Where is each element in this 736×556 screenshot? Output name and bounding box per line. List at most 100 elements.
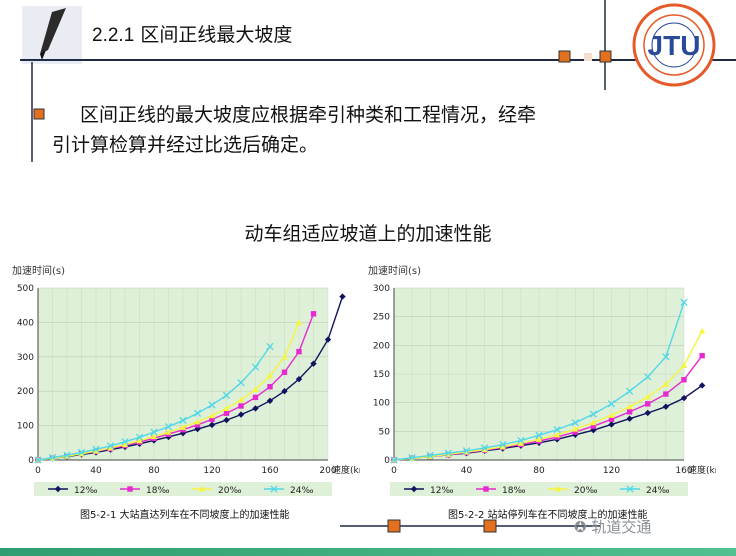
chart-1-ylabel: 加速时间(s) xyxy=(12,264,65,277)
chart-2-ytick-label: 250 xyxy=(373,313,390,323)
chart-2-series-2-point xyxy=(608,412,615,418)
chart-1-series-3-point xyxy=(77,448,86,457)
chart-1-series-2-point xyxy=(266,372,274,379)
chart-2-series-0-point xyxy=(608,421,615,428)
chart-1-series-3-point xyxy=(121,438,129,446)
chart-1-series-3-point xyxy=(63,451,71,459)
chart-1-ytick-label: 500 xyxy=(17,284,34,294)
chart-2-series-3-point xyxy=(680,298,688,306)
left-rule xyxy=(31,62,45,162)
chart-2-series-3-point xyxy=(644,373,652,381)
chart-1-series-1-point xyxy=(209,416,215,423)
chart-2-series-3-point xyxy=(462,447,471,455)
chart-1-series-2-point xyxy=(107,444,114,451)
title-orange-square-1 xyxy=(558,50,571,63)
chart-2-series-2-point xyxy=(499,443,506,450)
body-line-1: 区间正线的最大坡度应根据牵引种类和工程情况，经牵 xyxy=(80,104,537,126)
chart-1-series-2-point xyxy=(237,396,245,403)
chart-1-series-3-point xyxy=(251,363,260,371)
chart-2-series-0-point xyxy=(644,409,651,417)
chart-1-legend-marker xyxy=(270,485,278,493)
title-bar: JTU xyxy=(20,0,736,90)
chart-1-series-0-point xyxy=(324,336,332,343)
watermark-text: 轨道交通 xyxy=(591,518,652,536)
chart-2-series-0-point xyxy=(626,415,633,422)
chart-1-series-0-point xyxy=(281,388,288,395)
chart-2-ytick-label: 200 xyxy=(373,341,390,351)
chart-1-series-0-point xyxy=(208,421,216,429)
chart-2-series-1-point xyxy=(681,377,687,383)
chart-1-series-3-point xyxy=(164,422,173,431)
chart-2-series-2-point xyxy=(644,393,651,400)
pen-icon xyxy=(22,6,82,64)
chart-1-ytick-label: 400 xyxy=(17,318,34,328)
chart-1-series-2-point xyxy=(121,441,129,448)
chart-1-series-2-point xyxy=(281,353,288,360)
chart-1-series-2-point xyxy=(252,386,259,393)
chart-2-xlabel: 速度(km/h) xyxy=(688,464,716,476)
chart-1-xtick-label: 160 xyxy=(261,466,278,476)
chart-1-series-1-point xyxy=(194,422,201,428)
chart-1-xtick-label: 40 xyxy=(90,466,102,476)
chart-1-ytick-label: 300 xyxy=(17,353,34,363)
chart-1-series-1-point xyxy=(252,394,259,401)
chart-1-legend-label: 18‰ xyxy=(146,486,170,496)
chart-1-caption: 图5-2-1 大站直达列车在不同坡度上的加速性能 xyxy=(80,510,290,521)
chart-2-series-1-point xyxy=(699,352,705,359)
chart-1-xtick-label: 200 xyxy=(319,466,336,476)
chart-1-xtick-label: 0 xyxy=(35,466,41,476)
chart-1-series-3-point xyxy=(237,378,245,387)
chart-1-series-1-point xyxy=(238,403,244,409)
chart-1-series-2-point xyxy=(295,319,303,325)
chart-2-ytick-label: 300 xyxy=(373,284,390,294)
chart-2-xtick-label: 80 xyxy=(533,466,545,476)
chart-2-series-3-point xyxy=(607,400,616,408)
chart-2-legend-label: 24‰ xyxy=(646,486,670,496)
chart-1-series-2-point xyxy=(136,437,143,444)
chart-2-series-1-point xyxy=(608,416,615,422)
chart-2-series-3-point xyxy=(444,449,453,457)
chart-2-series-2-line xyxy=(393,330,703,461)
bullet-square xyxy=(33,108,45,120)
chart-2-series-0-point xyxy=(698,382,706,389)
chart-1-series-3-point xyxy=(150,428,158,436)
chart-2-xtick-label: 120 xyxy=(603,466,620,476)
chart-2-series-2-point xyxy=(698,327,706,334)
chart-2-legend-marker xyxy=(554,485,562,492)
section-number: 2.2.1 xyxy=(92,25,135,46)
chart-2-series-0-point xyxy=(680,394,688,402)
chart-2-series-2-point xyxy=(481,446,488,453)
chart-1-legend-label: 20‰ xyxy=(218,486,242,496)
chart-1-ytick-label: 0 xyxy=(28,456,34,466)
chart-1-series-3-point xyxy=(48,453,57,462)
chart-2-series-2-point xyxy=(535,436,543,442)
chart-2-series-1-point xyxy=(572,429,578,435)
chart-1-ytick-label: 100 xyxy=(17,422,34,432)
chart-1-series-3-point xyxy=(106,442,115,450)
chart-1-series-2-point xyxy=(92,447,100,454)
chart-2-legend-marker xyxy=(483,486,489,492)
chart-1-xlabel: 速度(km/h) xyxy=(332,464,360,476)
chart-2-series-3-point xyxy=(408,454,416,462)
chart-1-series-0-point xyxy=(237,411,245,418)
title-light-square xyxy=(584,53,592,61)
chart-2-ylabel: 加速时间(s) xyxy=(368,264,421,277)
chart-2-series-1-point xyxy=(626,409,633,415)
chart-2-legend-label: 12‰ xyxy=(430,486,454,496)
section-title: 区间正线最大坡度 xyxy=(140,24,293,46)
chart-1-series-1-point xyxy=(310,311,317,317)
chart-1-series-2-point xyxy=(150,433,158,440)
body-line-2: 引计算检算并经过比选后确定。 xyxy=(52,134,319,156)
chart-2-legend-band xyxy=(390,482,688,496)
chart-1-series-0-point xyxy=(339,293,346,300)
chart-1-series-1-point xyxy=(296,348,302,355)
chart-2-series-2-point xyxy=(590,419,597,426)
bottom-rule xyxy=(340,519,600,533)
body-paragraph: 区间正线的最大坡度应根据牵引种类和工程情况，经牵 引计算检算并经过比选后确定。 xyxy=(52,100,692,160)
chart-2-legend-marker xyxy=(626,485,634,493)
chart-1-series-0-point xyxy=(295,375,303,383)
chart-2-series-1-point xyxy=(645,401,651,407)
sub-heading: 动车组适应坡道上的加速性能 xyxy=(244,223,492,245)
chart-2-ytick-label: 100 xyxy=(373,399,390,409)
